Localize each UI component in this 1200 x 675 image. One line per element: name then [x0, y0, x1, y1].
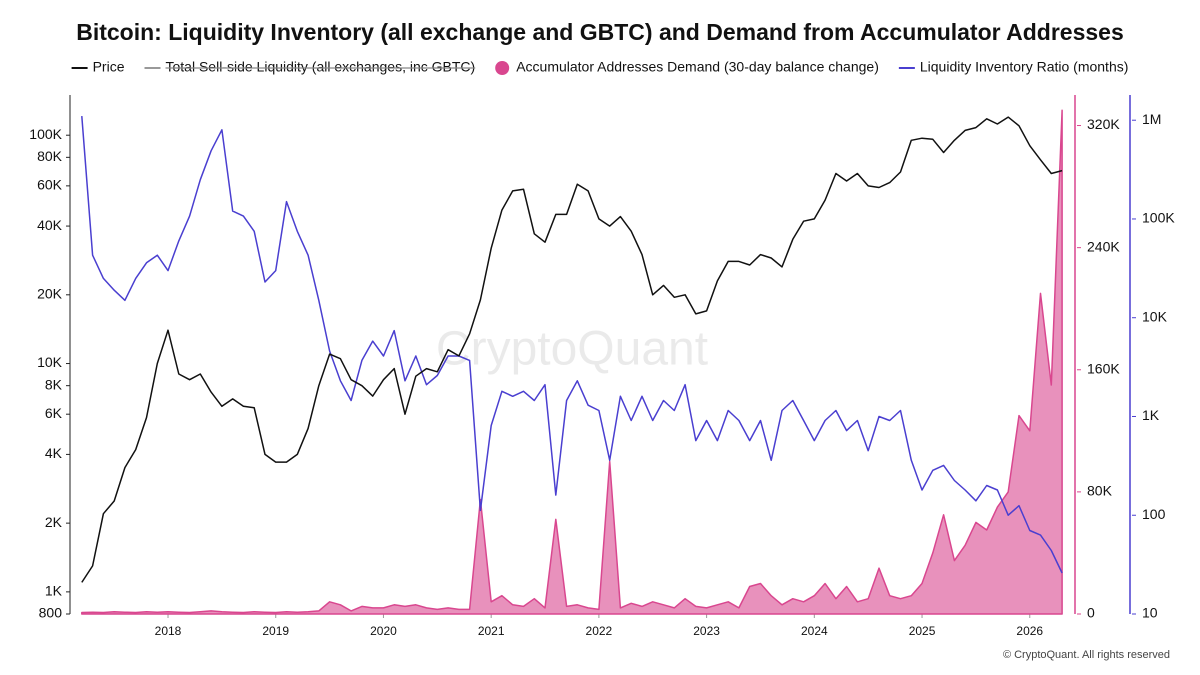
- yticks-label: 6K: [45, 405, 63, 421]
- y3ticks-label: 1M: [1142, 111, 1161, 127]
- x-tick-label: 2023: [693, 624, 720, 638]
- x-tick-label: 2021: [478, 624, 505, 638]
- y3ticks-label: 10K: [1142, 308, 1168, 324]
- x-tick-label: 2025: [909, 624, 936, 638]
- line: [81, 116, 1063, 574]
- yticks-label: 8K: [45, 376, 63, 392]
- chart-title: Bitcoin: Liquidity Inventory (all exchan…: [76, 19, 1124, 45]
- yticks-label: 800: [39, 605, 63, 621]
- yticks-label: 20K: [37, 286, 63, 302]
- y3ticks-label: 100: [1142, 506, 1166, 522]
- legend-label: Liquidity Inventory Ratio (months): [920, 59, 1129, 75]
- y2ticks-label: 0: [1087, 605, 1095, 621]
- footer: © CryptoQuant. All rights reserved: [1003, 649, 1170, 661]
- yticks-label: 60K: [37, 177, 63, 193]
- x-tick-label: 2022: [586, 624, 613, 638]
- x-tick-label: 2024: [801, 624, 828, 638]
- line: [81, 116, 1063, 583]
- legend-label: Accumulator Addresses Demand (30-day bal…: [516, 59, 879, 75]
- y2ticks-label: 320K: [1087, 116, 1120, 132]
- legend-swatch: [495, 61, 510, 75]
- x-tick-label: 2020: [370, 624, 397, 638]
- yticks-label: 4K: [45, 445, 63, 461]
- yticks-label: 100K: [29, 126, 62, 142]
- watermark: CryptoQuant: [436, 323, 708, 376]
- x-tick-label: 2019: [262, 624, 289, 638]
- legend: Price Total Sell-side Liquidity (all exch…: [71, 59, 1129, 75]
- y2ticks-label: 160K: [1087, 360, 1120, 376]
- y2ticks-label: 80K: [1087, 483, 1113, 499]
- x-tick-label: 2026: [1016, 624, 1043, 638]
- yticks-label: 1K: [45, 583, 63, 599]
- area: [81, 109, 1063, 615]
- yticks-label: 10K: [37, 354, 63, 370]
- y2ticks-label: 240K: [1087, 238, 1120, 254]
- yticks-label: 80K: [37, 148, 63, 164]
- legend-label: Total Sell-side Liquidity (all exchanges…: [166, 59, 476, 75]
- yticks-label: 2K: [45, 514, 63, 530]
- yticks-label: 40K: [37, 217, 63, 233]
- y3ticks-label: 10: [1142, 605, 1158, 621]
- legend-label: Price: [93, 59, 125, 75]
- x-tick-label: 2018: [155, 624, 182, 638]
- y3ticks-label: 1K: [1142, 407, 1160, 423]
- y3ticks-label: 100K: [1142, 210, 1175, 226]
